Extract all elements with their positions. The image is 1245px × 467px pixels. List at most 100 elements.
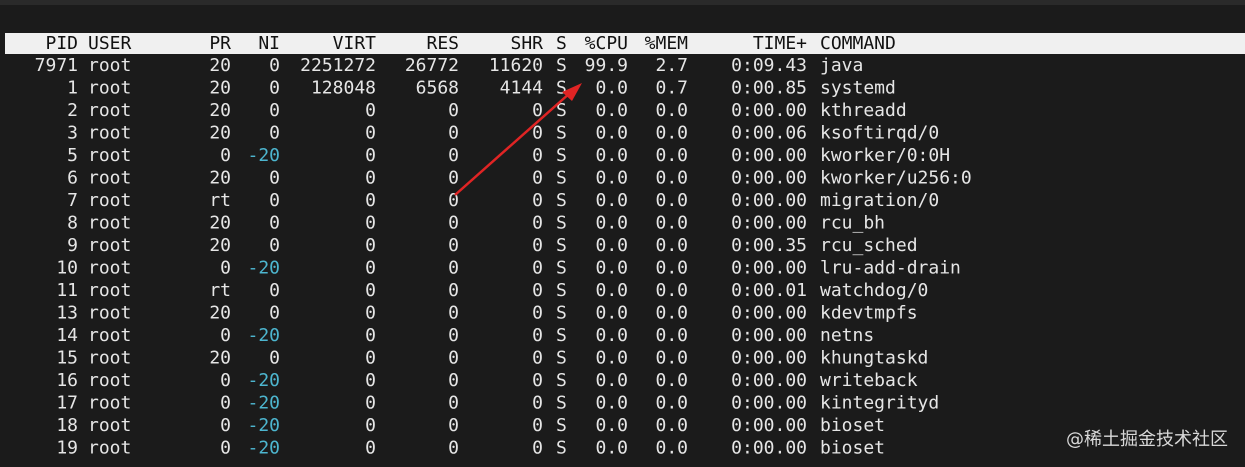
cell: 0 xyxy=(448,190,459,211)
cell: 0 xyxy=(448,258,459,279)
cell: kintegrityd xyxy=(820,393,939,414)
cell: S xyxy=(556,235,567,256)
cell: rcu_bh xyxy=(820,213,885,234)
watermark: @稀土掘金技术社区 xyxy=(1066,429,1228,450)
cell: 0.0 xyxy=(655,325,688,346)
cell: 0 xyxy=(448,168,459,189)
cell: 8 xyxy=(67,213,78,234)
cell: 0 xyxy=(448,280,459,301)
cell: 11 xyxy=(56,280,78,301)
cell: rcu_sched xyxy=(820,235,918,256)
cell: 0:00.00 xyxy=(731,348,807,369)
cell: 0 xyxy=(532,258,543,279)
cell: 10 xyxy=(56,258,78,279)
cell: 3 xyxy=(67,123,78,144)
cell: 0 xyxy=(220,258,231,279)
cell: root xyxy=(88,280,131,301)
column-header: NI xyxy=(258,33,280,54)
cell: 0 xyxy=(269,100,280,121)
cell: 4144 xyxy=(500,78,543,99)
header-bar xyxy=(5,33,1245,54)
cell: 0:00.01 xyxy=(731,280,807,301)
cell: 0 xyxy=(365,348,376,369)
cell: S xyxy=(556,415,567,436)
cell: 17 xyxy=(56,393,78,414)
cell: 0 xyxy=(532,303,543,324)
cell: 0 xyxy=(532,168,543,189)
cell: 0.0 xyxy=(595,213,628,234)
cell: 0 xyxy=(365,393,376,414)
cell: kthreadd xyxy=(820,100,907,121)
cell: 0.0 xyxy=(595,123,628,144)
annotation-arrow xyxy=(454,83,582,196)
cell: 0.0 xyxy=(655,438,688,459)
cell: netns xyxy=(820,325,874,346)
cell: 0 xyxy=(220,415,231,436)
cell: ksoftirqd/0 xyxy=(820,123,939,144)
cell: root xyxy=(88,325,131,346)
column-header: TIME+ xyxy=(753,33,807,54)
cell: java xyxy=(820,55,863,76)
cell: 0.0 xyxy=(595,258,628,279)
cell: writeback xyxy=(820,370,918,391)
cell: 0 xyxy=(365,213,376,234)
cell: migration/0 xyxy=(820,190,939,211)
cell: 20 xyxy=(209,348,231,369)
cell: root xyxy=(88,235,131,256)
cell: S xyxy=(556,145,567,166)
cell: 0 xyxy=(448,348,459,369)
cell: 0:00.00 xyxy=(731,325,807,346)
cell: 0.7 xyxy=(655,78,688,99)
cell: -20 xyxy=(247,393,280,414)
cell: 0 xyxy=(532,415,543,436)
cell: 20 xyxy=(209,123,231,144)
cell: 0.0 xyxy=(595,145,628,166)
cell: 0 xyxy=(269,78,280,99)
cell: 0 xyxy=(448,415,459,436)
cell: 0:00.00 xyxy=(731,393,807,414)
cell: root xyxy=(88,123,131,144)
cell: 20 xyxy=(209,213,231,234)
cell: 0:00.00 xyxy=(731,100,807,121)
cell: 0.0 xyxy=(655,190,688,211)
cell: root xyxy=(88,258,131,279)
cell: 0:00.00 xyxy=(731,213,807,234)
cell: 0 xyxy=(365,370,376,391)
cell: 0.0 xyxy=(655,280,688,301)
cell: root xyxy=(88,348,131,369)
cell: S xyxy=(556,393,567,414)
cell: 6568 xyxy=(416,78,459,99)
column-header: PR xyxy=(209,33,231,54)
cell: 0:00.00 xyxy=(731,438,807,459)
cell: 20 xyxy=(209,55,231,76)
cell: 0.0 xyxy=(595,78,628,99)
cell: kworker/u256:0 xyxy=(820,168,972,189)
cell: 20 xyxy=(209,235,231,256)
cell: 0 xyxy=(532,190,543,211)
cell: 0 xyxy=(365,168,376,189)
cell: 0.0 xyxy=(595,325,628,346)
cell: 0 xyxy=(532,123,543,144)
cell: 0 xyxy=(269,348,280,369)
cell: root xyxy=(88,303,131,324)
cell: 0 xyxy=(269,168,280,189)
cell: 0.0 xyxy=(595,393,628,414)
cell: 0:00.85 xyxy=(731,78,807,99)
cell: 20 xyxy=(209,303,231,324)
cell: 0:00.06 xyxy=(731,123,807,144)
cell: 0 xyxy=(532,348,543,369)
cell: 0 xyxy=(448,325,459,346)
cell: 0 xyxy=(269,123,280,144)
cell: 15 xyxy=(56,348,78,369)
cell: 0.0 xyxy=(655,393,688,414)
cell: S xyxy=(556,348,567,369)
cell: S xyxy=(556,370,567,391)
column-header: PID xyxy=(45,33,78,54)
cell: 0 xyxy=(365,438,376,459)
cell: 0 xyxy=(532,100,543,121)
cell: 11620 xyxy=(489,55,543,76)
cell: 0 xyxy=(365,145,376,166)
cell: S xyxy=(556,438,567,459)
cell: 0 xyxy=(365,415,376,436)
